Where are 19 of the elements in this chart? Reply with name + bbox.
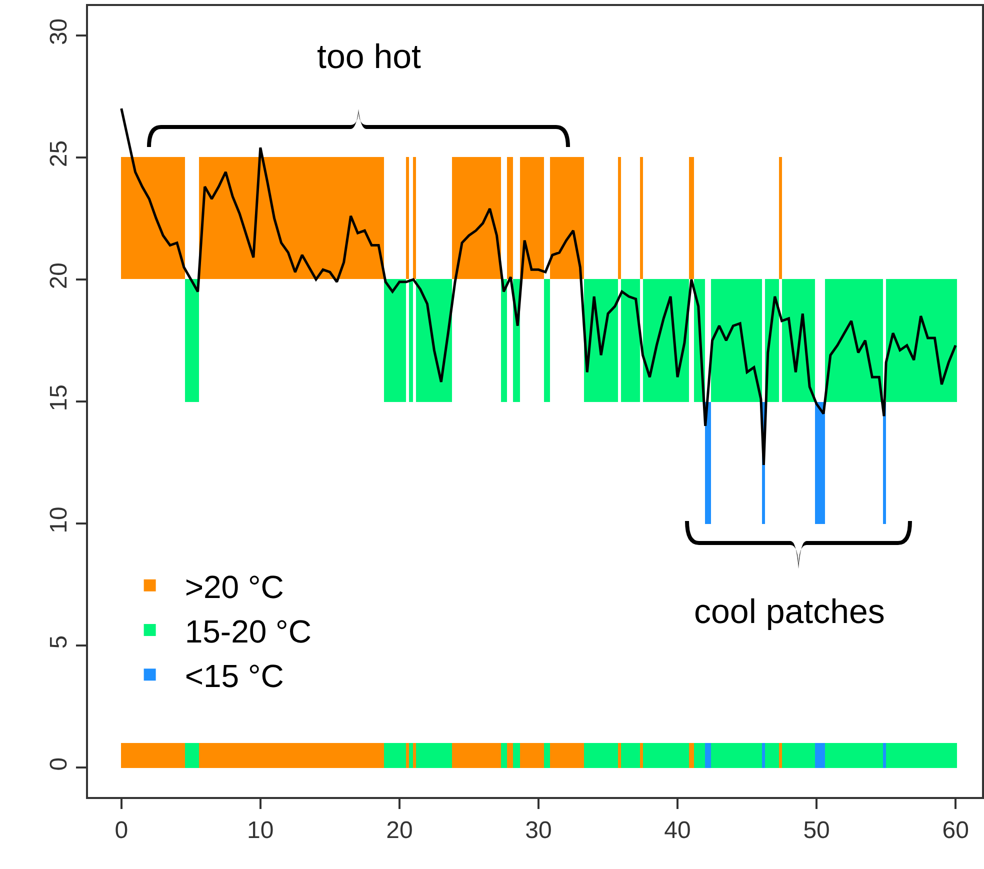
x-tick-label: 20: [386, 816, 413, 844]
x-tick-label: 10: [247, 816, 274, 844]
x-tick-label: 40: [664, 816, 691, 844]
y-tick-label: 10: [45, 506, 72, 534]
legend-label: 15-20 °C: [184, 613, 312, 650]
y-tick-label: 25: [45, 140, 72, 168]
annotation: too hot: [317, 38, 422, 76]
legend-label: >20 °C: [184, 568, 284, 605]
x-tick-label: 0: [114, 816, 128, 844]
x-tick-label: 50: [803, 816, 830, 844]
y-tick-label: 5: [45, 635, 72, 649]
y-tick-label: 0: [45, 757, 72, 771]
x-tick-label: 60: [942, 816, 969, 844]
annotation: cool patches: [694, 593, 885, 631]
legend-label: <15 °C: [184, 658, 284, 694]
y-tick-label: 15: [45, 384, 72, 412]
x-tick-label: 30: [525, 816, 552, 844]
y-tick-label: 20: [45, 262, 72, 290]
y-tick-label: 30: [45, 18, 72, 46]
